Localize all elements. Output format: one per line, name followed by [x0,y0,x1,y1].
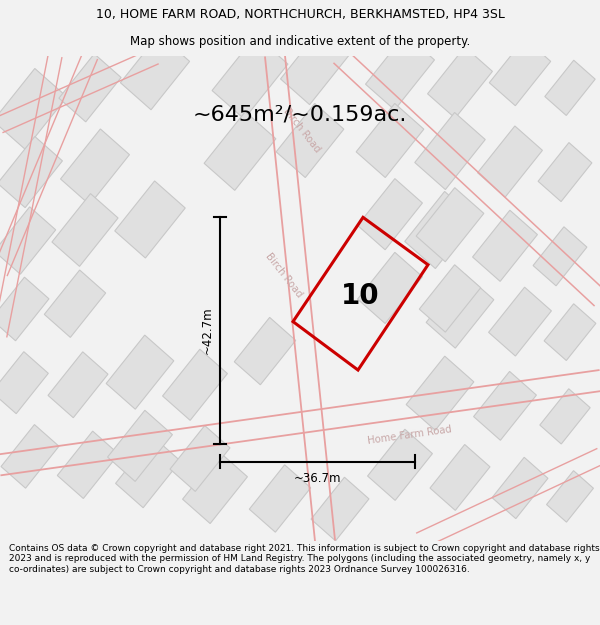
Text: Home Farm Road: Home Farm Road [367,424,453,446]
Polygon shape [212,36,288,119]
Polygon shape [0,277,49,341]
Text: Map shows position and indicative extent of the property.: Map shows position and indicative extent… [130,35,470,48]
Polygon shape [356,103,424,178]
Polygon shape [547,471,593,522]
Polygon shape [415,112,485,189]
Polygon shape [281,29,349,104]
Polygon shape [538,142,592,202]
Text: 10, HOME FARM ROAD, NORTHCHURCH, BERKHAMSTED, HP4 3SL: 10, HOME FARM ROAD, NORTHCHURCH, BERKHAM… [95,8,505,21]
Polygon shape [115,181,185,258]
Polygon shape [163,349,227,421]
Polygon shape [368,429,433,501]
Polygon shape [58,431,119,499]
Polygon shape [406,356,474,430]
Polygon shape [478,126,542,197]
Text: ~645m²/~0.159ac.: ~645m²/~0.159ac. [193,104,407,124]
Text: Birch Road: Birch Road [281,106,322,154]
Polygon shape [428,47,493,118]
Polygon shape [311,478,369,541]
Polygon shape [358,179,422,250]
Text: ~42.7m: ~42.7m [200,307,214,354]
Polygon shape [492,458,548,519]
Polygon shape [44,270,106,338]
Polygon shape [276,103,344,178]
Polygon shape [0,136,62,208]
Polygon shape [544,304,596,361]
Polygon shape [182,452,247,524]
Polygon shape [358,253,422,324]
Text: Contains OS data © Crown copyright and database right 2021. This information is : Contains OS data © Crown copyright and d… [9,544,599,574]
Polygon shape [490,38,551,106]
Polygon shape [59,54,121,122]
Polygon shape [473,210,538,281]
Polygon shape [106,335,174,409]
Text: ~36.7m: ~36.7m [294,472,341,485]
Polygon shape [533,227,587,286]
Polygon shape [170,426,230,491]
Polygon shape [430,444,490,511]
Polygon shape [545,60,595,116]
Text: Birch Road: Birch Road [263,251,304,299]
Polygon shape [107,410,172,481]
Polygon shape [235,318,296,385]
Polygon shape [0,352,49,414]
Polygon shape [405,191,475,269]
Polygon shape [488,287,551,356]
Polygon shape [426,274,494,348]
Text: 10: 10 [341,282,379,311]
Polygon shape [121,34,190,110]
Polygon shape [0,207,56,274]
Polygon shape [0,69,67,149]
Polygon shape [473,371,536,440]
Polygon shape [250,465,311,532]
Polygon shape [204,112,276,191]
Polygon shape [540,389,590,444]
Polygon shape [365,34,434,110]
Polygon shape [48,352,108,418]
Polygon shape [116,437,181,508]
Polygon shape [419,265,481,332]
Polygon shape [61,129,130,204]
Polygon shape [52,194,118,266]
Polygon shape [1,424,59,488]
Polygon shape [416,188,484,262]
